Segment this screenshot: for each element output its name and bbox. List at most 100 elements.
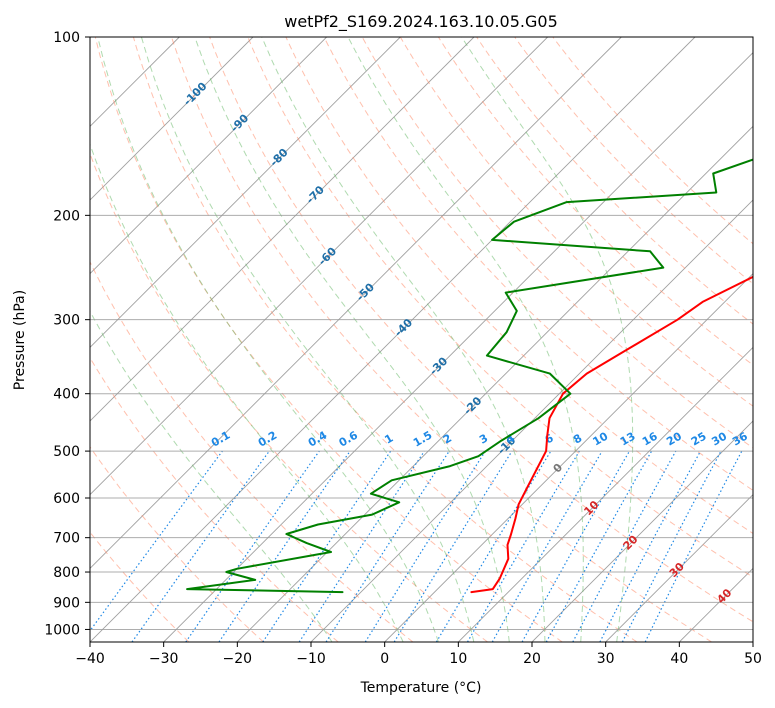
mixing-ratio-label: 6 bbox=[543, 431, 556, 446]
dry-adiabat-line bbox=[90, 531, 190, 642]
x-tick-label: 0 bbox=[380, 651, 389, 667]
mixing-ratio-line bbox=[572, 450, 677, 642]
mixing-ratio-label: 0.6 bbox=[337, 428, 361, 449]
mixing-ratio-label: 1 bbox=[382, 432, 395, 447]
mixing-ratio-label: 1.5 bbox=[411, 429, 434, 450]
mixing-ratio-line bbox=[545, 450, 653, 642]
dry-adiabat-line bbox=[90, 356, 339, 642]
isotherm-line bbox=[237, 125, 753, 642]
x-axis-label: Temperature (°C) bbox=[360, 680, 482, 696]
y-tick-label: 600 bbox=[53, 491, 80, 507]
y-tick-label: 300 bbox=[53, 313, 80, 329]
mixing-ratio-label: 36 bbox=[730, 429, 750, 448]
mixing-ratio-line bbox=[325, 450, 450, 642]
dewpoint-line bbox=[186, 158, 753, 594]
y-tick-label: 800 bbox=[53, 565, 80, 581]
moist-adiabat-line bbox=[194, 37, 510, 642]
isotherm-line bbox=[90, 37, 401, 348]
mixing-ratio-label: 13 bbox=[618, 430, 638, 449]
isotherm-label: 40 bbox=[714, 586, 734, 606]
x-tick-label: 10 bbox=[449, 651, 467, 667]
mixing-ratio-label: 30 bbox=[709, 429, 729, 448]
moist-adiabat-line bbox=[90, 142, 404, 642]
isotherm-line bbox=[90, 37, 475, 422]
isotherm-label: -100 bbox=[181, 79, 210, 108]
dry-adiabat-line bbox=[323, 37, 753, 491]
isotherm-label: -60 bbox=[316, 245, 339, 268]
pressure-grid-lines bbox=[90, 37, 753, 630]
isotherm-label: -30 bbox=[427, 354, 450, 377]
moist-adiabat-line bbox=[461, 37, 634, 642]
y-axis-ticks: 100 200 300 400 500 600 700 800 900 1000 bbox=[44, 30, 90, 638]
y-tick-label: 200 bbox=[53, 208, 80, 224]
moist-adiabat-line bbox=[90, 310, 333, 642]
dry-adiabat-line bbox=[361, 37, 753, 449]
mixing-ratio-line bbox=[185, 450, 320, 642]
mixing-ratio-line bbox=[393, 450, 513, 642]
mixing-ratio-line bbox=[364, 450, 486, 642]
isotherm-line bbox=[90, 37, 327, 275]
dry-adiabat-line bbox=[514, 37, 753, 285]
mixing-ratio-label: 16 bbox=[640, 429, 660, 448]
x-tick-label: −10 bbox=[296, 651, 326, 667]
chart-title: wetPf2_S169.2024.163.10.05.G05 bbox=[284, 12, 558, 32]
x-tick-label: 50 bbox=[744, 651, 762, 667]
x-tick-label: −40 bbox=[75, 651, 105, 667]
dry-adiabat-line bbox=[476, 37, 753, 325]
isotherm-label: 0 bbox=[551, 461, 566, 476]
isotherm-line bbox=[384, 273, 753, 642]
isotherm-line bbox=[679, 567, 753, 642]
moist-adiabat-line bbox=[261, 37, 546, 642]
dry-adiabat-line bbox=[90, 446, 264, 642]
mixing-ratio-line bbox=[521, 450, 631, 642]
dry-adiabat-lines bbox=[90, 37, 753, 642]
isotherm-label: -80 bbox=[267, 146, 290, 169]
mixing-ratio-label: 20 bbox=[664, 429, 684, 448]
mixing-ratio-label: 0.4 bbox=[306, 428, 330, 449]
y-tick-label: 100 bbox=[53, 30, 80, 46]
x-tick-label: 40 bbox=[670, 651, 688, 667]
isotherm-label: -20 bbox=[461, 394, 484, 417]
dry-adiabat-line bbox=[90, 152, 488, 642]
mixing-ratio-label: 25 bbox=[689, 430, 709, 449]
y-axis-label: Pressure (hPa) bbox=[12, 290, 28, 390]
isotherm-line bbox=[752, 641, 753, 642]
x-tick-label: −20 bbox=[223, 651, 253, 667]
mixing-ratio-line bbox=[599, 450, 702, 642]
isotherm-label: -50 bbox=[354, 280, 377, 303]
mixing-ratio-line bbox=[491, 450, 603, 642]
isotherm-line bbox=[90, 37, 622, 569]
isotherm-lines bbox=[90, 37, 753, 642]
isotherm-label: -90 bbox=[228, 111, 251, 134]
temperature-line bbox=[470, 275, 753, 594]
mixing-ratio-line bbox=[262, 450, 392, 642]
x-tick-label: 30 bbox=[597, 651, 615, 667]
isotherm-label: -70 bbox=[304, 183, 327, 206]
dry-adiabat-line bbox=[437, 37, 753, 366]
mixing-ratio-label: 3 bbox=[477, 432, 490, 447]
y-tick-label: 500 bbox=[53, 444, 80, 460]
x-tick-label: 20 bbox=[523, 651, 541, 667]
mixing-ratio-line bbox=[131, 450, 270, 642]
mixing-ratio-line bbox=[218, 450, 351, 642]
isotherm-line bbox=[605, 494, 753, 642]
y-tick-label: 1000 bbox=[44, 622, 80, 638]
dry-adiabat-line bbox=[399, 37, 753, 407]
mixing-ratio-label: 0.2 bbox=[256, 429, 279, 450]
mixing-ratio-line bbox=[466, 450, 580, 642]
isotherm-line bbox=[90, 37, 254, 201]
sounding-series bbox=[186, 158, 753, 594]
isotherm-line bbox=[90, 37, 548, 496]
dry-adiabat-line bbox=[132, 37, 638, 642]
mixing-ratio-line bbox=[435, 450, 552, 642]
isotherm-label: 10 bbox=[581, 498, 601, 518]
isotherm-line bbox=[310, 199, 753, 642]
mixing-ratio-line bbox=[90, 450, 223, 632]
y-tick-label: 900 bbox=[53, 595, 80, 611]
y-tick-label: 400 bbox=[53, 387, 80, 403]
x-axis-ticks: −40 −30 −20 −10 0 10 20 30 40 50 bbox=[75, 642, 762, 667]
dry-adiabat-line bbox=[552, 37, 753, 245]
dry-adiabat-line bbox=[209, 37, 753, 623]
